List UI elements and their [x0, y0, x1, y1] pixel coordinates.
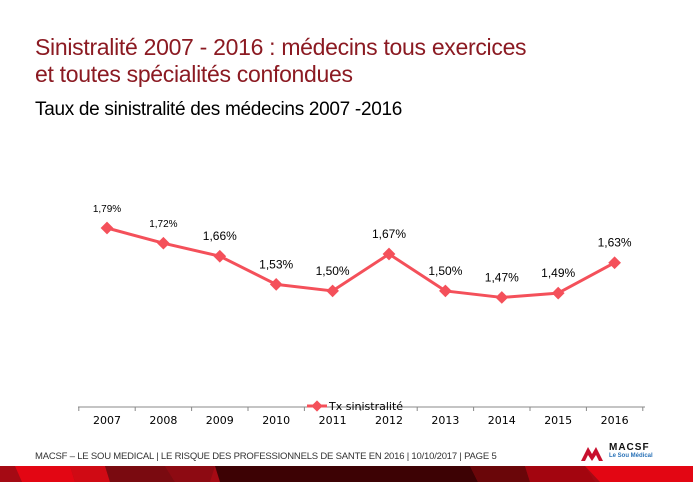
macsf-logo-icon	[581, 447, 603, 461]
footer-text: MACSF – LE SOU MEDICAL | LE RISQUE DES P…	[35, 451, 497, 462]
slide-title-line2: et toutes spécialités confondues	[35, 61, 353, 87]
data-label: 1,79%	[93, 204, 121, 215]
data-point-marker	[608, 256, 621, 270]
data-label: 1,53%	[259, 257, 293, 271]
logo-name: MACSF	[609, 442, 650, 453]
x-axis-labels: 2007 2008 2009 2010 2011 2012 2013 2014 2015 2016	[93, 414, 629, 427]
data-label: 1,47%	[485, 270, 519, 284]
series-markers	[100, 221, 621, 304]
x-tick-label: 2009	[206, 414, 234, 427]
data-point-marker	[157, 236, 170, 250]
data-label: 1,50%	[428, 264, 462, 278]
x-tick-label: 2015	[544, 414, 572, 427]
x-tick-label: 2011	[319, 414, 347, 427]
legend: Tx sinistralité	[307, 400, 403, 413]
data-labels: 1,79% 1,72% 1,66% 1,53% 1,50% 1,67% 1,50% 1,47%…	[93, 204, 632, 284]
chart-subtitle: Taux de sinistralité des médecins 2007 -…	[35, 99, 403, 120]
x-tick-label: 2014	[488, 414, 516, 427]
slide-title: Sinistralité 2007 - 2016 : médecins tous…	[35, 34, 527, 88]
line-chart: 2007 2008 2009 2010 2011 2012 2013 2014 2015 2016…	[78, 204, 645, 427]
data-label: 1,63%	[598, 236, 632, 250]
data-point-marker	[269, 278, 283, 291]
data-point-marker	[551, 286, 565, 300]
data-label: 1,49%	[541, 266, 575, 280]
data-point-marker	[100, 221, 114, 235]
x-tick-label: 2007	[93, 414, 121, 427]
legend-label: Tx sinistralité	[328, 400, 403, 413]
data-point-marker	[326, 284, 339, 298]
series-line-tx-sinistralite	[106, 226, 616, 299]
data-label: 1,66%	[203, 229, 237, 243]
x-axis-ticks	[78, 407, 644, 411]
x-tick-label: 2012	[375, 414, 403, 427]
data-label: 1,67%	[372, 227, 406, 241]
macsf-logo: MACSF Le Sou Médical	[581, 441, 676, 463]
data-point-marker	[439, 284, 452, 298]
x-tick-label: 2008	[149, 414, 177, 427]
x-tick-label: 2016	[601, 414, 629, 427]
logo-subtitle: Le Sou Médical	[609, 453, 653, 459]
data-point-marker	[213, 249, 227, 263]
x-tick-label: 2013	[431, 414, 459, 427]
x-tick-label: 2010	[262, 414, 290, 427]
footer-band	[0, 466, 693, 482]
footer-area	[0, 430, 672, 467]
data-point-marker	[495, 291, 509, 304]
data-label: 1,50%	[316, 264, 350, 278]
slide-title-line1: Sinistralité 2007 - 2016 : médecins tous…	[35, 34, 527, 60]
legend-swatch-marker	[311, 400, 323, 412]
data-label: 1,72%	[149, 219, 177, 230]
